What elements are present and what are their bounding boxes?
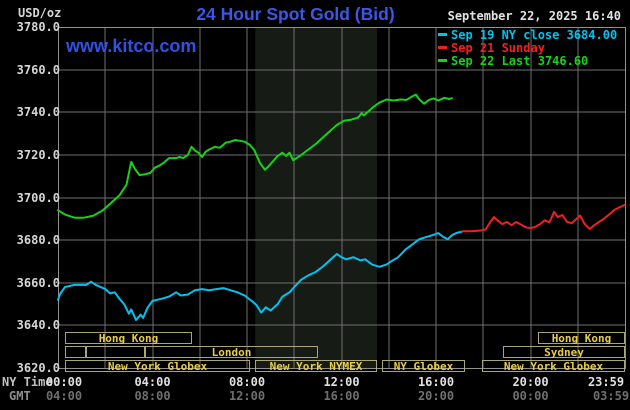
legend: Sep 19 NY close 3684.00 Sep 21 Sunday Sep … <box>438 28 618 68</box>
legend-label: Sep 19 NY close 3684.00 <box>451 28 618 42</box>
session-label: New York Globex <box>503 360 604 373</box>
x-axis-tick-label: 00:00 <box>45 375 83 389</box>
ny-time-row-label: NY Time <box>2 375 53 389</box>
x-axis-tick-label: 16:00 <box>323 389 360 403</box>
legend-label: Sep 22 Last 3746.60 <box>451 54 589 68</box>
x-axis-tick-label: 16:00 <box>417 375 455 389</box>
session-box-new-york-nymex: New York NYMEX <box>255 360 377 372</box>
x-axis-tick-label: 23:59 <box>587 375 625 389</box>
x-axis-tick-label: 20:00 <box>512 375 549 389</box>
legend-line-swatch <box>438 46 447 49</box>
y-axis-tick-label: 3620.0 <box>16 361 60 375</box>
y-axis-tick-label: 3720.0 <box>16 147 60 162</box>
y-axis-tick-label: 3740.0 <box>16 105 60 120</box>
x-axis-tick-label: 12:00 <box>228 389 266 403</box>
session-label: London <box>211 346 252 359</box>
session-box-new-york-globex: New York Globex <box>65 360 250 372</box>
x-axis-tick-label: 03:59 <box>592 389 630 403</box>
x-axis-tick-label: 12:00 <box>323 375 360 389</box>
chart-title: 24 Hour Spot Gold (Bid) <box>196 4 395 24</box>
legend-line-swatch <box>438 59 447 62</box>
gmt-row-label: GMT <box>9 389 31 403</box>
x-axis-tick-label: 08:00 <box>134 389 171 403</box>
y-axis-tick-label: 3700.0 <box>16 190 60 205</box>
session-box-hong-kong: Hong Kong <box>65 332 192 344</box>
kitco-website-link[interactable]: www.kitco.com <box>66 36 197 56</box>
y-axis-tick-label: 3780.0 <box>16 20 60 34</box>
plot-border <box>58 27 626 369</box>
legend-item: Sep 22 Last 3746.60 <box>438 54 617 68</box>
session-box <box>86 346 145 358</box>
session-label: New York NYMEX <box>269 360 363 373</box>
session-label: Hong Kong <box>98 332 159 345</box>
legend-label: Sep 21 Sunday <box>451 41 545 55</box>
x-axis-tick-label: 08:00 <box>228 375 266 389</box>
y-axis-tick-label: 3680.0 <box>16 233 60 248</box>
y-axis-tick-label: 3640.0 <box>16 318 60 333</box>
session-box <box>65 346 86 358</box>
session-label: New York Globex <box>107 360 208 373</box>
session-label: Sydney <box>544 346 584 359</box>
y-axis-tick-label: 3760.0 <box>16 62 60 77</box>
series-line-2 <box>57 93 453 219</box>
x-axis-tick-label: 20:00 <box>417 389 455 403</box>
session-box-new-york-globex: New York Globex <box>482 360 625 372</box>
x-axis-tick-label: 00:00 <box>512 389 549 403</box>
series-line-1 <box>461 204 626 233</box>
y-axis-tick-label: 3660.0 <box>16 275 60 290</box>
chart-timestamp: September 22, 2025 16:40 <box>447 9 621 23</box>
session-box-ny-globex: NY Globex <box>382 360 465 372</box>
session-label: NY Globex <box>393 360 454 373</box>
series-line-0 <box>57 230 463 321</box>
session-box-sydney: Sydney <box>503 346 625 358</box>
x-axis-tick-label: 04:00 <box>45 389 83 403</box>
legend-item: Sep 21 Sunday <box>438 41 617 55</box>
legend-line-swatch <box>438 33 447 36</box>
price-unit-label: USD/oz <box>18 6 62 20</box>
session-box-hong-kong: Hong Kong <box>538 332 625 344</box>
session-box-london: London <box>145 346 318 358</box>
session-label: Hong Kong <box>551 332 612 345</box>
legend-item: Sep 19 NY close 3684.00 <box>438 28 618 42</box>
x-axis-tick-label: 04:00 <box>134 375 171 389</box>
